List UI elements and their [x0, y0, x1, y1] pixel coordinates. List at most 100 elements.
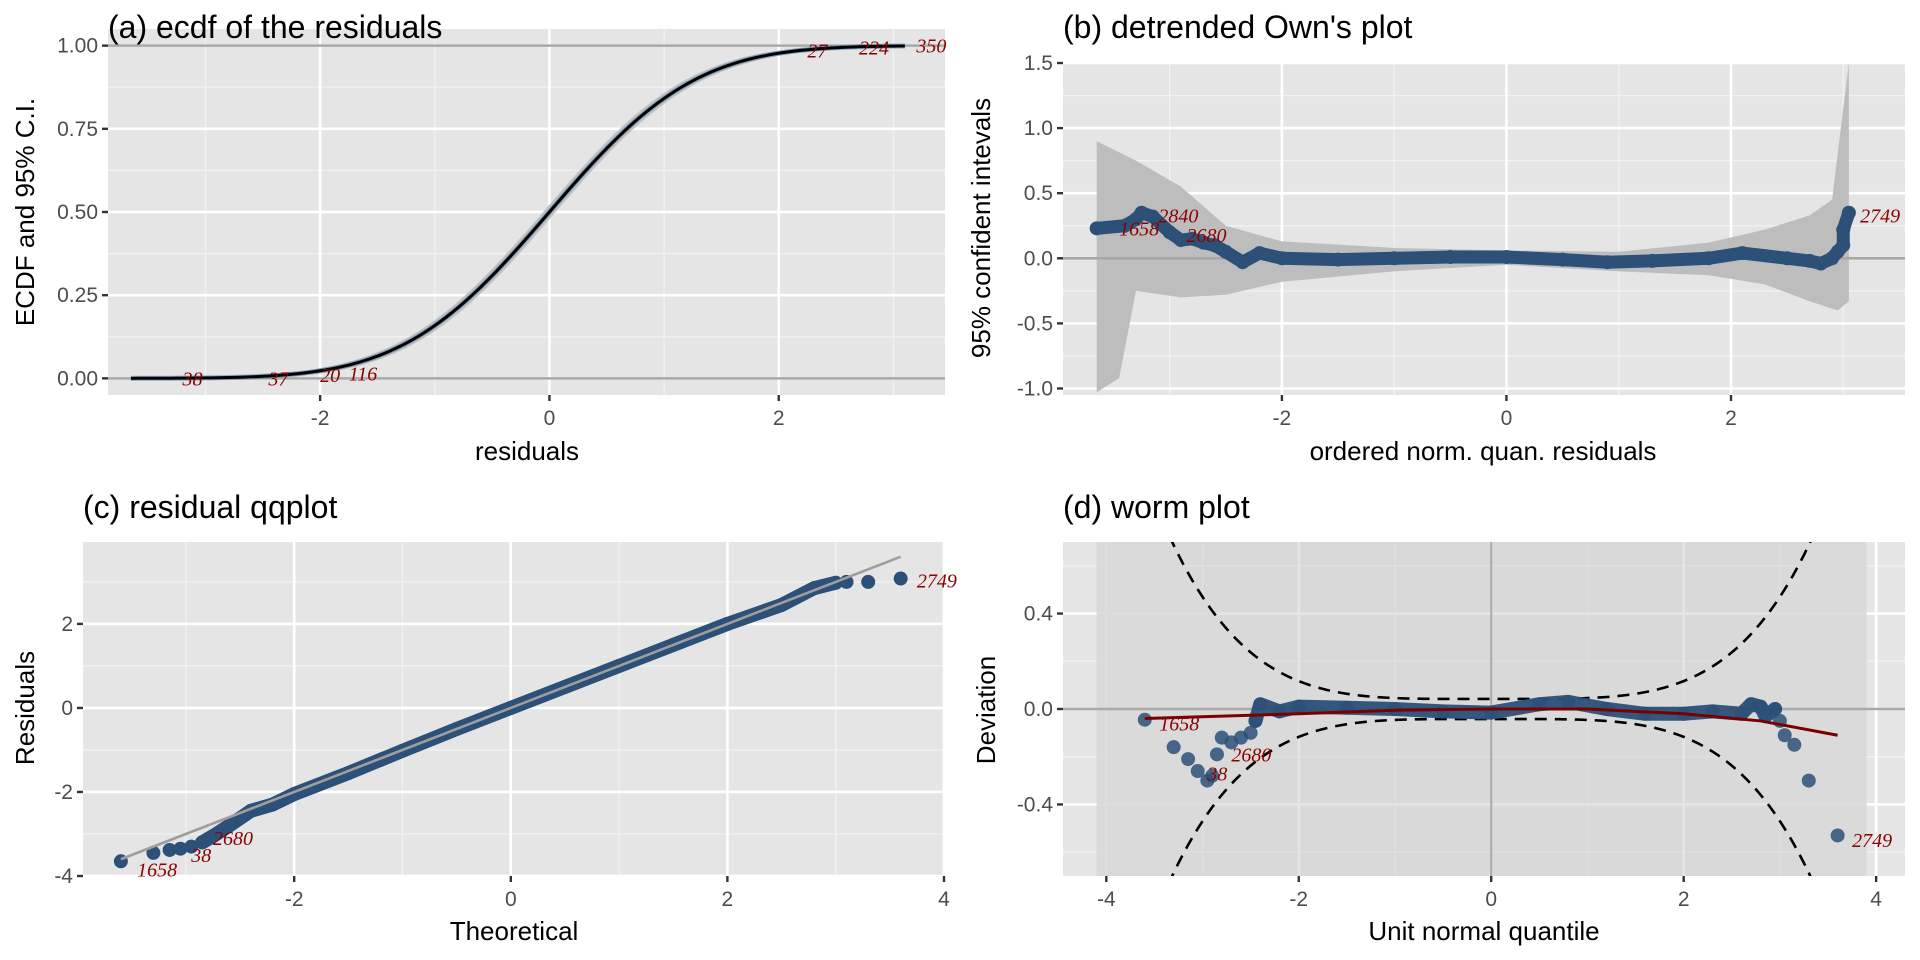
- data-point: [1638, 706, 1653, 721]
- data-point: [1802, 253, 1817, 268]
- observation-label: 1658: [1119, 218, 1159, 240]
- observation-label: 2749: [917, 571, 957, 593]
- x-tick-label: 4: [1870, 888, 1882, 911]
- y-tick-label: 1.0: [1024, 117, 1053, 140]
- data-point: [1801, 773, 1816, 788]
- y-tick-label: 0.75: [57, 118, 98, 141]
- data-point: [1173, 233, 1188, 248]
- y-tick-label: 2: [61, 613, 73, 636]
- data-point: [1205, 768, 1220, 783]
- fitted-curve: [1144, 707, 1838, 737]
- axis-ticks: -2 0 2 -1.0 -0.5 0.0 0.5 1.0 1.5: [1017, 52, 1737, 430]
- x-tick-label: -4: [1097, 888, 1116, 911]
- data-point: [1117, 218, 1132, 233]
- x-axis-label: ordered norm. quan. residuals: [1310, 436, 1657, 466]
- x-axis-label: Unit normal quantile: [1368, 916, 1599, 946]
- observation-label: 2749: [1852, 830, 1892, 852]
- data-point: [1387, 251, 1402, 266]
- data-point: [1196, 235, 1211, 250]
- data-point: [1145, 209, 1160, 224]
- data-point: [1235, 255, 1250, 270]
- data-point: [1243, 725, 1258, 740]
- data-point: [1841, 205, 1856, 220]
- y-tick-label: 0.50: [57, 201, 98, 224]
- data-point: [1274, 251, 1289, 266]
- data-point: [1137, 712, 1152, 727]
- data-point: [1207, 238, 1222, 253]
- data-point: [1252, 246, 1267, 261]
- data-point: [861, 574, 876, 589]
- y-tick-label: 1.5: [1024, 52, 1053, 75]
- data-point: [1561, 694, 1576, 709]
- y-tick-label: -0.5: [1017, 312, 1053, 335]
- y-tick-label: 0.0: [1024, 698, 1053, 721]
- y-tick-label: 0.5: [1024, 182, 1053, 205]
- data-point: [1734, 706, 1749, 721]
- reference-line: [120, 555, 902, 861]
- y-tick-label: -2: [54, 781, 73, 804]
- axis-ticks: -2 0 2 0.00 0.25 0.50 0.75 1.00: [57, 35, 784, 430]
- x-tick-label: -2: [1289, 888, 1308, 911]
- data-point: [1162, 225, 1177, 240]
- observation-label: 27: [807, 41, 828, 63]
- data-point: [1253, 697, 1268, 712]
- y-tick-label: 0.0: [1024, 247, 1053, 270]
- y-tick-label: -1.0: [1017, 377, 1053, 400]
- x-tick-label: 0: [1501, 407, 1513, 430]
- data-point: [1185, 231, 1200, 246]
- data-point: [1209, 747, 1224, 762]
- y-tick-label: 0.4: [1024, 603, 1054, 626]
- data-point: [1836, 238, 1851, 253]
- data-point: [1701, 251, 1716, 266]
- observation-label: 20: [320, 365, 340, 387]
- data-point: [1166, 740, 1181, 755]
- data-point: [222, 818, 237, 833]
- observation-label: 1658: [137, 860, 177, 882]
- y-tick-label: -0.4: [1017, 793, 1054, 816]
- data-point: [1787, 737, 1802, 752]
- observation-label: 2680: [213, 828, 253, 850]
- data-point: [1272, 704, 1287, 719]
- y-tick-label: 0.25: [57, 284, 98, 307]
- x-tick-label: -2: [285, 888, 304, 911]
- data-point: [1248, 713, 1263, 728]
- data-point: [1836, 222, 1851, 237]
- y-tick-label: 1.00: [57, 35, 98, 58]
- data-point: [1830, 828, 1845, 843]
- data-point: [1443, 249, 1458, 264]
- data-point: [1768, 702, 1783, 716]
- x-tick-label: 2: [1678, 888, 1690, 911]
- x-tick-label: 0: [544, 407, 556, 430]
- observation-label: 350: [915, 36, 946, 58]
- x-tick-label: -2: [1273, 407, 1292, 430]
- observation-label: 2840: [1158, 205, 1198, 227]
- axis-ticks: -2 0 2 4 -4 -2 0 2: [54, 613, 950, 911]
- data-point: [1813, 256, 1828, 271]
- data-point: [1436, 704, 1451, 719]
- data-point: [1190, 764, 1205, 779]
- panel-title: (d) worm plot: [1063, 489, 1250, 525]
- x-tick-label: -2: [311, 407, 330, 430]
- x-tick-label: 2: [773, 407, 785, 430]
- x-tick-label: 2: [722, 888, 734, 911]
- data-point: [1181, 752, 1196, 767]
- x-tick-label: 0: [1485, 888, 1497, 911]
- data-point: [173, 841, 188, 856]
- observation-label: 38: [1206, 763, 1227, 785]
- marks: 38 37 20 116 27 224 350: [108, 36, 946, 390]
- data-point: [1600, 255, 1615, 270]
- x-tick-label: 0: [505, 888, 517, 911]
- panel-title: (c) residual qqplot: [83, 489, 337, 525]
- data-point: [1089, 221, 1104, 236]
- data-point: [184, 839, 199, 854]
- x-tick-label: 2: [1725, 407, 1737, 430]
- axis-ticks: -4 -2 0 2 4 -0.4 0.0 0.4: [1017, 603, 1882, 911]
- y-axis-label: Residuals: [10, 651, 40, 765]
- data-point: [1777, 728, 1792, 743]
